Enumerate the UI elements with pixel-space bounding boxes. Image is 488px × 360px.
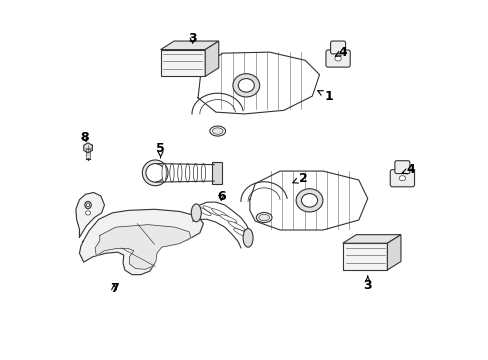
FancyBboxPatch shape <box>330 41 345 54</box>
Bar <box>160 50 205 76</box>
Ellipse shape <box>243 229 253 247</box>
Text: 4: 4 <box>335 46 346 59</box>
Ellipse shape <box>238 78 254 92</box>
Polygon shape <box>198 52 319 114</box>
Ellipse shape <box>398 176 405 181</box>
Text: 1: 1 <box>317 90 332 103</box>
Ellipse shape <box>220 215 236 223</box>
Ellipse shape <box>296 189 322 212</box>
Ellipse shape <box>169 163 174 182</box>
Bar <box>86 149 90 158</box>
Polygon shape <box>249 171 367 230</box>
Ellipse shape <box>193 163 197 182</box>
Ellipse shape <box>191 204 201 222</box>
Ellipse shape <box>301 194 317 207</box>
Text: 3: 3 <box>188 32 197 45</box>
Ellipse shape <box>185 163 189 182</box>
Text: 7: 7 <box>109 283 118 296</box>
Ellipse shape <box>209 126 225 136</box>
Ellipse shape <box>258 214 269 221</box>
Ellipse shape <box>194 206 211 216</box>
Text: 5: 5 <box>156 142 164 158</box>
Ellipse shape <box>145 163 164 182</box>
FancyBboxPatch shape <box>389 170 414 187</box>
Ellipse shape <box>177 163 182 182</box>
Polygon shape <box>76 193 104 237</box>
Ellipse shape <box>227 221 244 231</box>
Polygon shape <box>386 235 400 270</box>
Ellipse shape <box>86 203 89 207</box>
FancyBboxPatch shape <box>394 161 409 174</box>
Bar <box>212 162 222 184</box>
Text: 4: 4 <box>401 163 414 176</box>
Ellipse shape <box>212 128 223 134</box>
Bar <box>342 243 386 270</box>
Polygon shape <box>95 225 190 269</box>
Text: 2: 2 <box>292 172 307 185</box>
Ellipse shape <box>334 56 341 61</box>
Polygon shape <box>160 41 218 50</box>
Text: 8: 8 <box>80 131 89 144</box>
Ellipse shape <box>85 211 90 215</box>
Ellipse shape <box>201 163 205 182</box>
Ellipse shape <box>232 74 259 97</box>
Polygon shape <box>83 143 92 153</box>
Ellipse shape <box>162 163 166 182</box>
Ellipse shape <box>256 212 271 222</box>
Ellipse shape <box>84 202 91 208</box>
FancyBboxPatch shape <box>325 50 349 67</box>
Ellipse shape <box>142 160 168 186</box>
Ellipse shape <box>203 206 220 216</box>
Text: 6: 6 <box>217 190 225 203</box>
Ellipse shape <box>211 209 228 219</box>
Polygon shape <box>80 209 203 275</box>
Ellipse shape <box>233 229 250 238</box>
Text: 3: 3 <box>363 276 371 292</box>
Polygon shape <box>342 235 400 243</box>
Polygon shape <box>205 41 218 76</box>
